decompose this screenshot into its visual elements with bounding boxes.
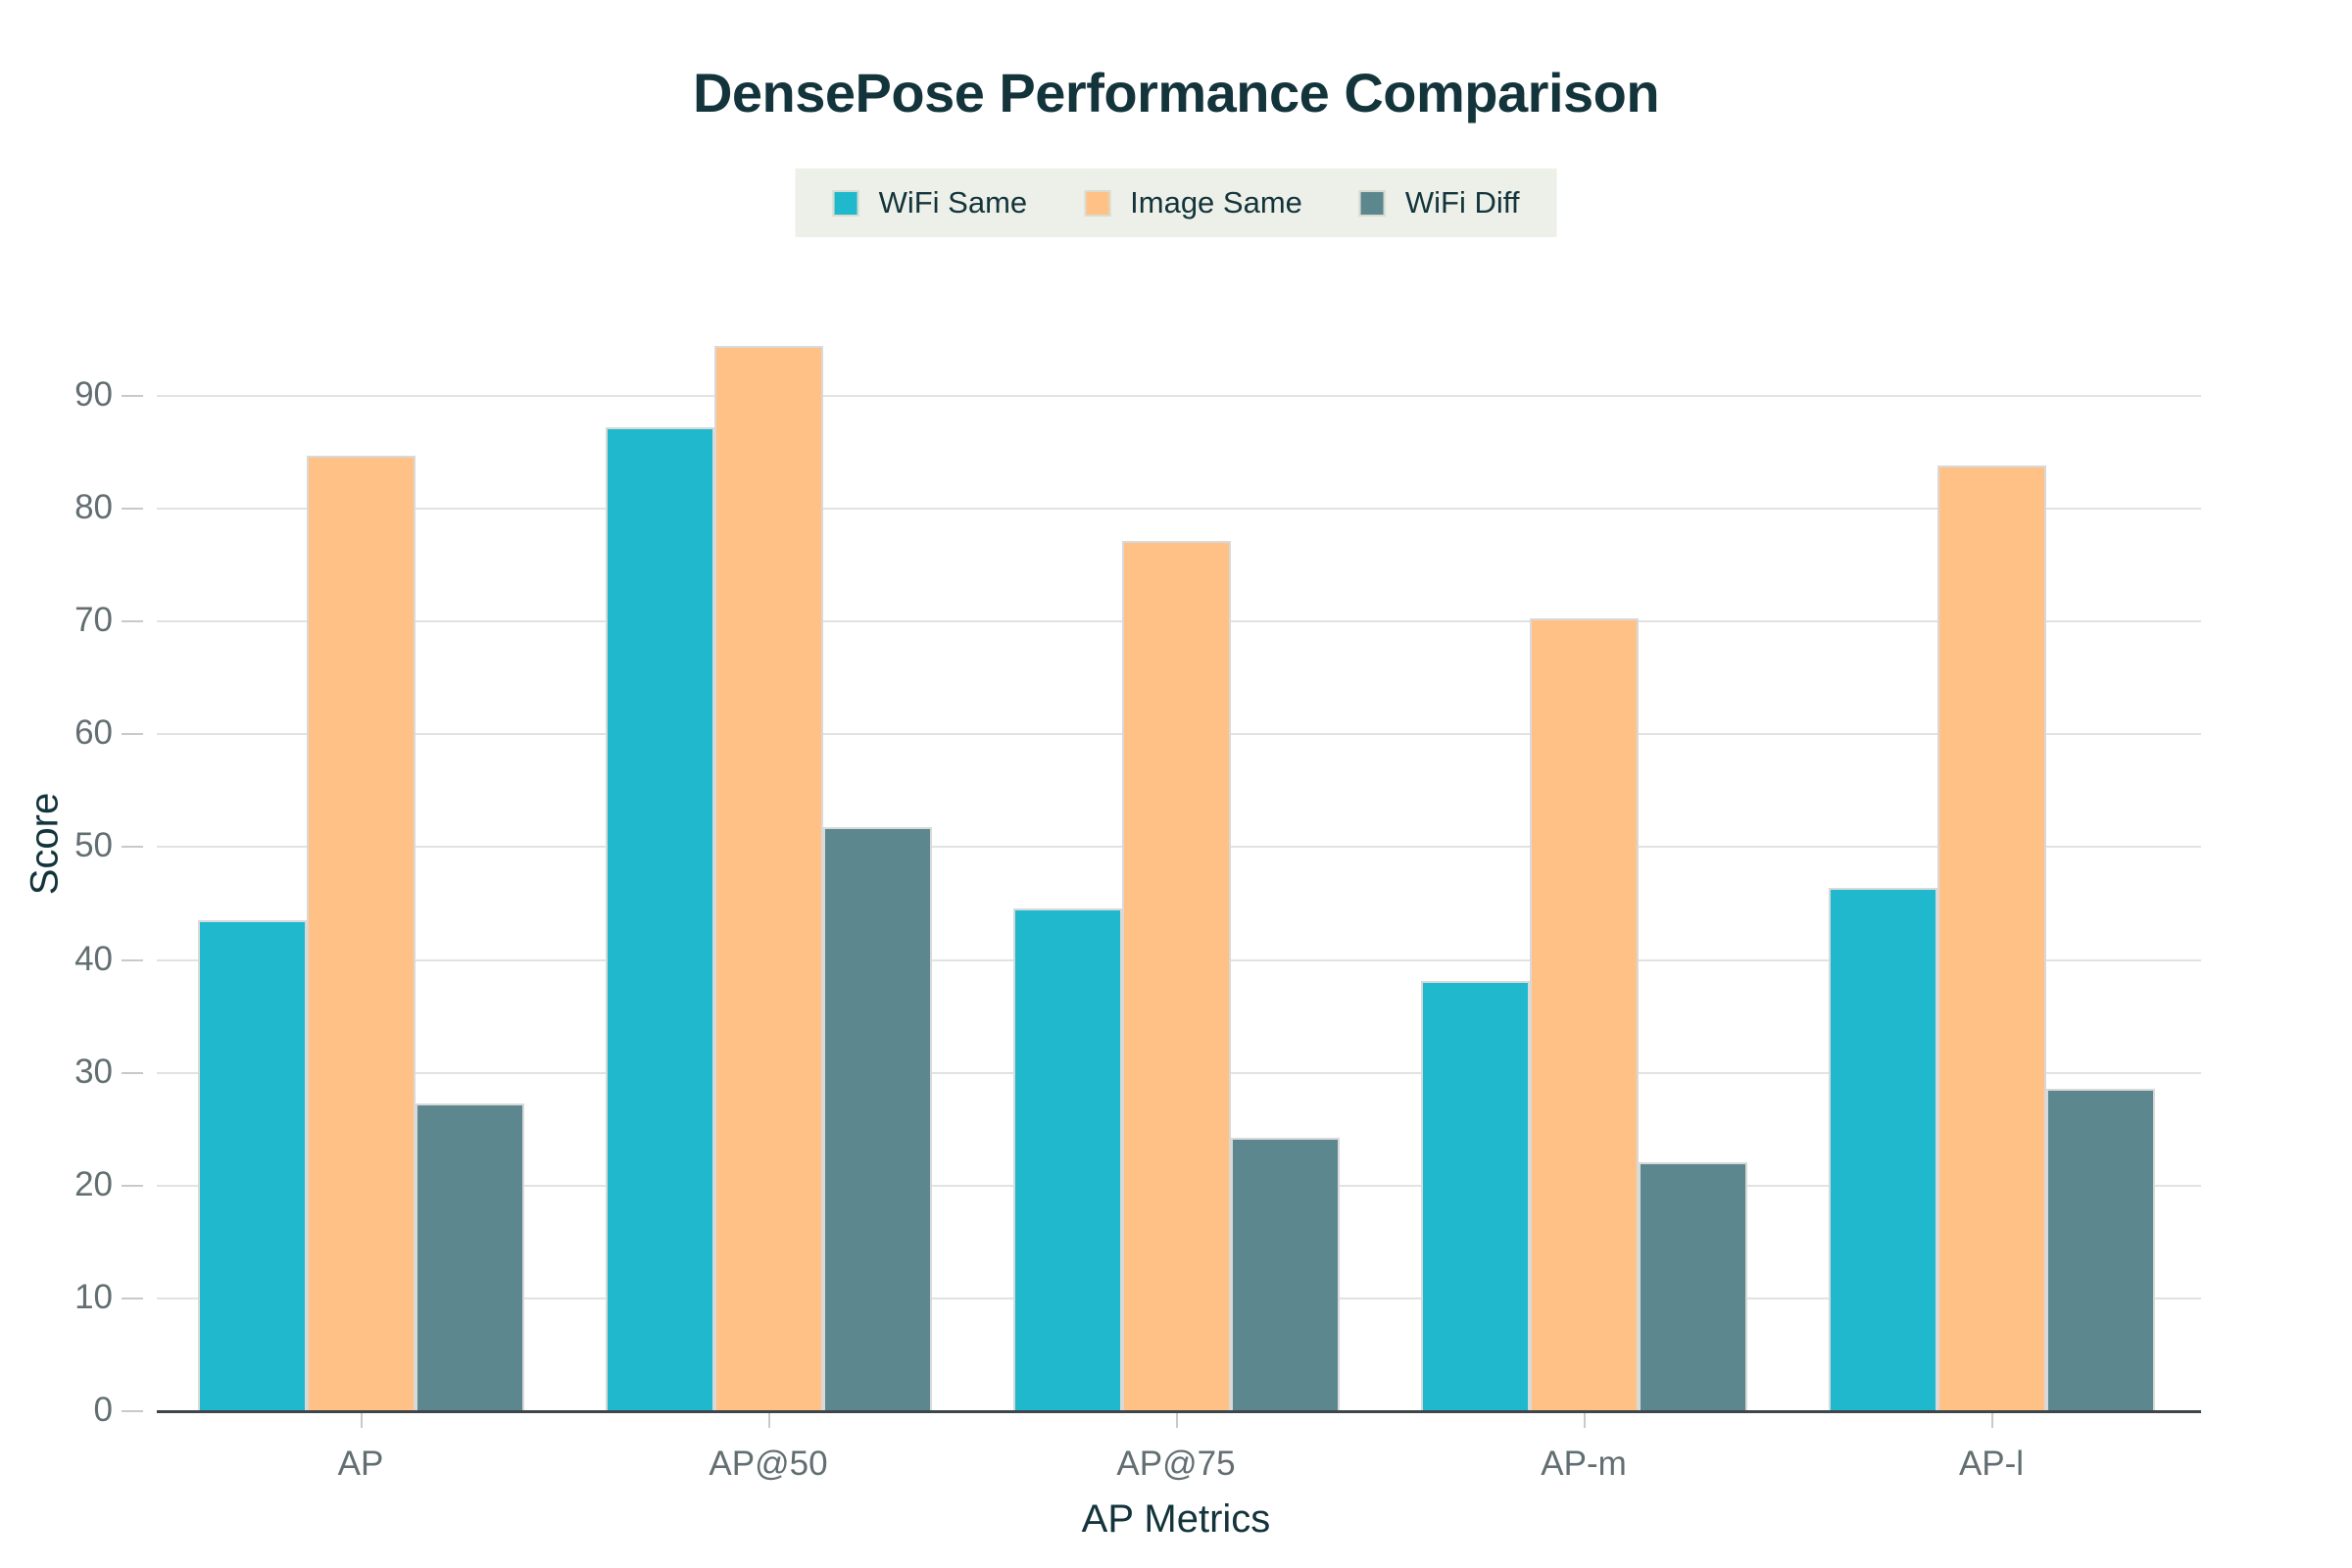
x-tick-mark-ap-50 — [768, 1413, 770, 1428]
y-tick-mark-90 — [122, 394, 143, 397]
y-tick-mark-60 — [122, 733, 143, 736]
y-tick-label-20: 20 — [74, 1164, 113, 1203]
bar-group-ap-75: AP@75 — [972, 277, 1380, 1483]
y-tick-label-40: 40 — [74, 939, 113, 978]
bar-wifi-same-ap[interactable] — [197, 920, 307, 1411]
y-tick-label-30: 30 — [74, 1052, 113, 1091]
legend-label-image-same: Image Same — [1130, 185, 1302, 220]
bar-image-same-ap-m[interactable] — [1529, 617, 1639, 1411]
x-tick-mark-ap — [361, 1413, 363, 1428]
x-tick-label-ap-75: AP@75 — [1116, 1445, 1236, 1483]
bar-group-ap-l: AP-l — [1788, 277, 2195, 1483]
bar-wifi-same-ap-50[interactable] — [605, 427, 714, 1411]
y-tick-mark-80 — [122, 508, 143, 511]
chart-title: DensePose Performance Comparison — [692, 62, 1660, 123]
bar-group-ap-50: AP@50 — [564, 277, 972, 1483]
legend-swatch-image-same — [1084, 189, 1111, 217]
y-tick-mark-30 — [122, 1071, 143, 1074]
gridline-y-80 — [157, 508, 2201, 511]
gridline-y-90 — [157, 394, 2201, 397]
y-tick-label-60: 60 — [74, 713, 113, 753]
y-tick-mark-50 — [122, 846, 143, 849]
x-tick-label-ap-l: AP-l — [1958, 1445, 2025, 1483]
x-tick-label-ap-m: AP-m — [1541, 1445, 1627, 1483]
y-tick-mark-0 — [122, 1410, 143, 1412]
y-tick-mark-20 — [122, 1184, 143, 1187]
bar-image-same-ap[interactable] — [306, 455, 416, 1411]
legend-swatch-wifi-diff — [1358, 189, 1386, 217]
legend-item-image-same[interactable]: Image Same — [1084, 185, 1302, 220]
x-tick-label-ap-50: AP@50 — [709, 1445, 828, 1483]
bar-wifi-same-ap-m[interactable] — [1420, 981, 1530, 1411]
bar-wifi-diff-ap-75[interactable] — [1230, 1138, 1340, 1411]
bar-wifi-same-ap-75[interactable] — [1012, 907, 1122, 1411]
bar-wifi-diff-ap[interactable] — [415, 1102, 524, 1411]
bar-group-ap: AP — [157, 277, 564, 1483]
y-tick-label-70: 70 — [74, 601, 113, 640]
x-tick-mark-ap-75 — [1176, 1413, 1178, 1428]
bar-image-same-ap-75[interactable] — [1121, 541, 1231, 1411]
x-axis-title: AP Metrics — [1081, 1497, 1271, 1541]
x-tick-mark-ap-m — [1584, 1413, 1586, 1428]
legend-label-wifi-same: WiFi Same — [878, 185, 1028, 220]
plot-area: AP AP@50 AP@75 AP-m AP-l 0 10 20 30 40 50 60 70 80 90 — [74, 277, 2201, 1483]
x-tick-mark-ap-l — [1991, 1413, 1993, 1428]
bar-wifi-diff-ap-l[interactable] — [2045, 1088, 2155, 1411]
legend-item-wifi-diff[interactable]: WiFi Diff — [1358, 185, 1520, 220]
y-tick-label-80: 80 — [74, 488, 113, 527]
y-tick-label-90: 90 — [74, 374, 113, 414]
x-axis-line — [157, 1410, 2201, 1413]
x-tick-label-ap: AP — [337, 1445, 384, 1483]
bar-image-same-ap-l[interactable] — [1936, 466, 2046, 1411]
chart-legend: WiFi Same Image Same WiFi Diff — [795, 169, 1557, 237]
y-tick-mark-10 — [122, 1297, 143, 1299]
bar-groups: AP AP@50 AP@75 AP-m AP-l — [157, 277, 2195, 1483]
bar-wifi-same-ap-l[interactable] — [1828, 887, 1937, 1411]
y-tick-mark-40 — [122, 958, 143, 961]
y-tick-label-0: 0 — [93, 1391, 113, 1429]
y-tick-label-50: 50 — [74, 826, 113, 865]
y-tick-label-10: 10 — [74, 1277, 113, 1316]
bar-image-same-ap-50[interactable] — [713, 346, 823, 1411]
bar-wifi-diff-ap-50[interactable] — [822, 826, 932, 1411]
y-axis-title: Score — [23, 792, 67, 896]
legend-label-wifi-diff: WiFi Diff — [1404, 185, 1520, 220]
bar-group-ap-m: AP-m — [1380, 277, 1788, 1483]
y-tick-mark-70 — [122, 620, 143, 623]
legend-swatch-wifi-same — [832, 189, 859, 217]
bar-wifi-diff-ap-m[interactable] — [1638, 1161, 1747, 1411]
legend-item-wifi-same[interactable]: WiFi Same — [832, 185, 1028, 220]
